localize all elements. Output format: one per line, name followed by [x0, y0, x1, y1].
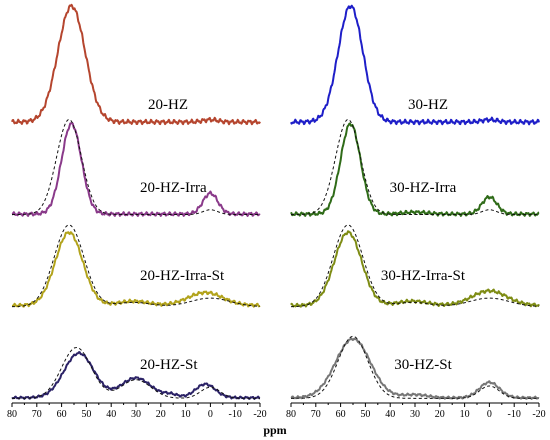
spectrum-20-hz	[11, 3, 261, 126]
spectrum-30-hz-irra	[290, 122, 540, 217]
x-tick-label: 20	[435, 409, 445, 420]
x-tick-label: 10	[460, 409, 470, 420]
x-tick-label: 0	[208, 409, 213, 420]
spectrum-20-hz-st	[11, 351, 261, 400]
fit-curve-20-hz-irra	[12, 118, 260, 215]
x-tick-label: 40	[385, 409, 395, 420]
panel-label-30-hz-st: 30-HZ-St	[394, 357, 452, 373]
x-tick-label: 30	[131, 409, 141, 420]
x-tick-label: 70	[311, 409, 321, 420]
panel-label-30-hz-irra-st: 30-HZ-Irra-St	[381, 268, 466, 284]
x-tick-label: -10	[508, 409, 521, 420]
panel-label-20-hz-irra: 20-HZ-Irra	[140, 180, 207, 196]
spectrum-20-hz-irra	[11, 122, 261, 217]
panel-label-30-hz: 30-HZ	[408, 97, 448, 113]
x-tick-label: 30	[410, 409, 420, 420]
x-tick-label: -10	[229, 409, 242, 420]
fit-curve-20-hz-irra-st	[11, 224, 260, 308]
x-tick-label: 80	[7, 409, 17, 420]
x-tick-label: 50	[360, 409, 370, 420]
x-tick-label: 80	[286, 409, 296, 420]
fit-curve-30-hz-irra	[291, 118, 539, 215]
x-tick-label: 60	[336, 409, 346, 420]
x-axis-title: ppm	[263, 423, 286, 437]
x-tick-label: -20	[253, 409, 266, 420]
panel-label-30-hz-irra: 30-HZ-Irra	[390, 180, 457, 196]
panel-label-20-hz-irra-st: 20-HZ-Irra-St	[140, 268, 225, 284]
fit-curve-20-hz-st	[12, 346, 260, 399]
x-tick-label: 0	[487, 409, 492, 420]
x-tick-label: 10	[181, 409, 191, 420]
spectra-layer	[11, 3, 540, 400]
x-tick-label: 20	[156, 409, 166, 420]
fit-curve-30-hz-irra-st	[290, 224, 539, 308]
x-tick-label: 40	[106, 409, 116, 420]
spectrum-30-hz	[290, 4, 540, 126]
x-axes: 80 70 60 50 40 30 20 10 0 -10 -20 80 70 60 50 40 30 20 10 0…	[7, 402, 546, 420]
panel-labels: 20-HZ 20-HZ-Irra 20-HZ-Irra-St 20-HZ-St 30-H…	[140, 97, 466, 373]
x-tick-label: 70	[32, 409, 42, 420]
panel-label-20-hz: 20-HZ	[148, 97, 188, 113]
spectrum-20-hz-irra-st	[11, 231, 261, 308]
x-tick-label: 50	[81, 409, 91, 420]
spectrum-30-hz-st	[290, 337, 540, 400]
panel-label-20-hz-st: 20-HZ-St	[140, 357, 198, 373]
fit-curve-30-hz-st	[291, 335, 539, 399]
x-tick-label: 60	[57, 409, 67, 420]
x-tick-label: -20	[532, 409, 545, 420]
